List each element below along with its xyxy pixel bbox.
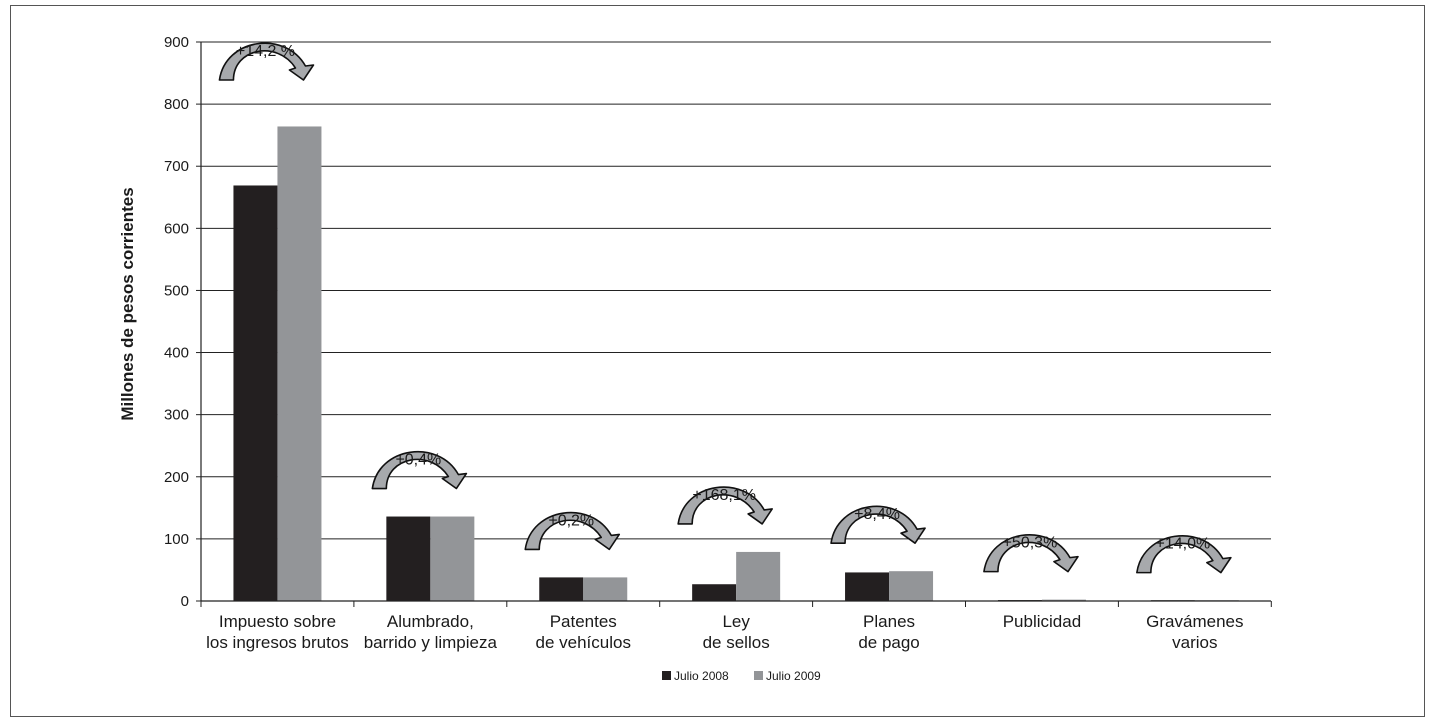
legend-label: Julio 2008 bbox=[674, 669, 729, 683]
curved-arrow-icon bbox=[218, 42, 315, 81]
x-category-label: Planes bbox=[863, 612, 915, 631]
bar-julio-2009-2 bbox=[583, 577, 628, 601]
bars bbox=[233, 126, 1239, 602]
category-labels: Impuesto sobre los ingresos brutos Alumbra… bbox=[206, 612, 1243, 652]
curved-arrow-icon bbox=[1136, 535, 1232, 574]
bar-chart: Millones de pesos corrientes 0 100 200 300 4… bbox=[118, 34, 1272, 683]
bar-julio-2008-1 bbox=[386, 516, 431, 601]
x-category-label: de vehículos bbox=[536, 633, 631, 652]
change-annotations: +14,2 % +0,4% +0,2% +168,1% +8,4% +50,3% +14,0… bbox=[218, 42, 1232, 574]
bar-julio-2008-2 bbox=[539, 577, 584, 601]
curved-arrow-icon bbox=[983, 534, 1079, 573]
y-tick-label: 0 bbox=[181, 593, 189, 610]
x-category-label: Impuesto sobre bbox=[219, 612, 336, 631]
curved-arrow-icon bbox=[830, 505, 926, 544]
arrow-shape bbox=[371, 451, 468, 490]
bar-julio-2009-3 bbox=[736, 551, 781, 601]
arrow-shape bbox=[983, 534, 1079, 573]
bar-julio-2009-4 bbox=[889, 571, 934, 601]
y-tick-label: 300 bbox=[164, 407, 189, 424]
x-category-label: los ingresos brutos bbox=[206, 633, 349, 652]
bar-julio-2008-3 bbox=[692, 584, 737, 601]
bar-julio-2008-4 bbox=[845, 572, 890, 601]
y-axis-label: Millones de pesos corrientes bbox=[118, 187, 137, 420]
chart-frame: Millones de pesos corrientes 0 100 200 300 4… bbox=[10, 5, 1425, 717]
legend-swatch bbox=[662, 671, 671, 680]
curved-arrow-icon bbox=[677, 486, 773, 525]
change-label: +14,2 % bbox=[236, 43, 295, 60]
bar-julio-2009-1 bbox=[430, 516, 475, 601]
x-category-label: Patentes bbox=[550, 612, 617, 631]
change-label: +8,4% bbox=[854, 506, 900, 523]
x-category-label: varios bbox=[1172, 633, 1217, 652]
arrow-shape bbox=[677, 486, 773, 525]
x-category-label: Ley bbox=[722, 612, 750, 631]
legend: Julio 2008 Julio 2009 bbox=[662, 669, 821, 683]
legend-label: Julio 2009 bbox=[766, 669, 821, 683]
y-tick-label: 200 bbox=[164, 469, 189, 486]
x-category-label: de sellos bbox=[703, 633, 770, 652]
change-label: +168,1% bbox=[692, 487, 756, 504]
gridlines bbox=[201, 41, 1271, 540]
x-category-label: de pago bbox=[858, 633, 919, 652]
change-label: +0,2% bbox=[548, 512, 594, 529]
change-label: +14,0% bbox=[1155, 536, 1210, 553]
bar-julio-2009-0 bbox=[277, 126, 322, 602]
change-label: +50,3% bbox=[1003, 535, 1058, 552]
x-category-label: Alumbrado, bbox=[387, 612, 474, 631]
change-label: +0,4% bbox=[395, 452, 441, 469]
arrow-shape bbox=[218, 42, 315, 81]
bar-julio-2008-0 bbox=[233, 185, 278, 601]
curved-arrow-icon bbox=[371, 451, 468, 490]
x-category-label: Gravámenes bbox=[1146, 612, 1243, 631]
arrow-shape bbox=[830, 505, 926, 544]
y-tick-label: 800 bbox=[164, 96, 189, 113]
x-category-label: barrido y limpieza bbox=[364, 633, 498, 652]
curved-arrow-icon bbox=[524, 511, 621, 551]
y-tick-label: 400 bbox=[164, 345, 189, 362]
arrow-shape bbox=[1136, 535, 1232, 574]
axes: 0 100 200 300 400 500 600 700 800 900 bbox=[164, 34, 1272, 610]
bar-julio-2009-5 bbox=[1041, 599, 1086, 601]
legend-swatch bbox=[754, 671, 763, 680]
y-tick-label: 500 bbox=[164, 282, 189, 299]
y-tick-label: 700 bbox=[164, 158, 189, 175]
y-tick-label: 100 bbox=[164, 531, 189, 548]
x-category-label: Publicidad bbox=[1003, 612, 1081, 631]
y-tick-label: 600 bbox=[164, 220, 189, 237]
arrow-shape bbox=[524, 511, 621, 551]
y-tick-label: 900 bbox=[164, 34, 189, 51]
